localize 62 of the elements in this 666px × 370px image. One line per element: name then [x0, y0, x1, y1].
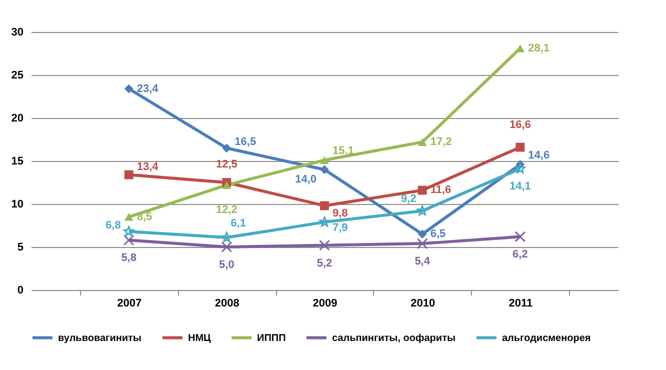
data-label: 7,9	[332, 222, 348, 234]
y-tick-label: 10	[11, 198, 24, 210]
data-label: 5,4	[414, 256, 431, 268]
legend-label: ИППП	[257, 332, 286, 344]
legend-label: альгодисменорея	[502, 332, 591, 344]
legend-label: НМЦ	[188, 332, 212, 344]
x-tick-label: 2009	[312, 298, 338, 310]
y-tick-label: 30	[11, 26, 24, 38]
point	[320, 165, 329, 174]
y-tick-label: 5	[17, 242, 24, 254]
data-label: 13,4	[136, 160, 160, 173]
point	[319, 216, 330, 227]
point	[221, 242, 232, 252]
x-tick-label: 2008	[214, 298, 240, 310]
data-label: 6,1	[230, 218, 246, 230]
point	[516, 142, 525, 152]
data-label: 12,5	[216, 158, 238, 170]
point	[319, 240, 330, 251]
point	[416, 238, 428, 250]
data-label: 16,6	[509, 119, 531, 132]
data-label: 6,2	[512, 248, 528, 261]
data-label: 14,6	[528, 149, 550, 162]
data-label: 14,0	[295, 174, 316, 186]
data-label: 5,8	[121, 252, 136, 264]
point	[514, 231, 526, 242]
data-label: 5,0	[219, 259, 234, 271]
data-label: 17,2	[430, 136, 452, 148]
data-label: 28,1	[528, 42, 550, 54]
x-tick-label: 2010	[410, 298, 436, 310]
legend-label: вульвовагиниты	[58, 332, 142, 344]
point	[514, 163, 526, 174]
x-tick-label: 2011	[508, 298, 533, 310]
legend-label: сальпингиты, оофариты	[332, 332, 456, 344]
data-label: 6,5	[430, 228, 446, 240]
point	[123, 234, 134, 246]
point	[320, 156, 329, 164]
point	[124, 84, 134, 94]
y-tick-label: 20	[11, 112, 24, 124]
x-tick-label: 2007	[117, 298, 142, 310]
data-label: 16,5	[234, 136, 256, 148]
point	[124, 213, 134, 221]
y-tick-label: 0	[17, 284, 24, 296]
point	[418, 138, 427, 146]
point	[221, 232, 232, 242]
point	[222, 181, 232, 189]
data-label: 14,1	[509, 180, 531, 193]
point	[418, 186, 427, 195]
point	[320, 201, 329, 210]
point	[418, 230, 427, 239]
y-tick-label: 15	[11, 156, 24, 168]
point	[124, 226, 134, 236]
data-label: 5,2	[316, 257, 332, 270]
data-label: 23,4	[136, 82, 160, 95]
data-label: 9,2	[401, 192, 416, 205]
data-label: 9,8	[332, 208, 348, 220]
data-label: 6,8	[106, 220, 121, 232]
point	[222, 144, 232, 153]
data-label: 12,2	[216, 204, 238, 216]
point	[417, 205, 428, 216]
data-label: 15,1	[332, 145, 354, 158]
y-tick-label: 25	[11, 70, 24, 82]
point	[124, 170, 134, 180]
